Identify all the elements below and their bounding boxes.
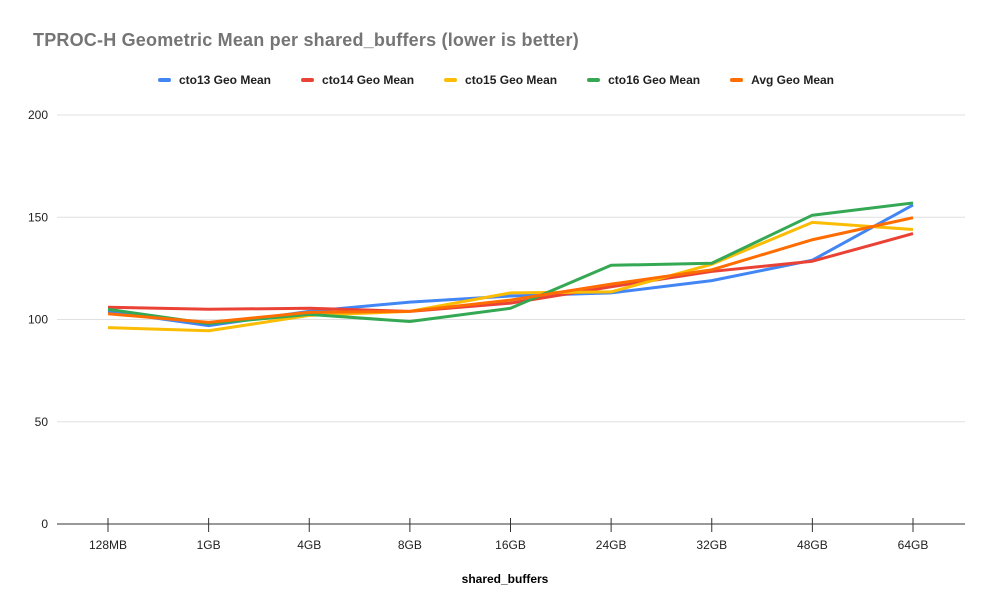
legend-swatch-icon <box>730 78 744 82</box>
y-tick-label: 150 <box>28 210 48 224</box>
legend-item-cto15-geo-mean: cto15 Geo Mean <box>444 73 557 87</box>
y-tick-label: 200 <box>28 108 48 122</box>
legend-swatch-icon <box>444 78 458 82</box>
chart-title: TPROC-H Geometric Mean per shared_buffer… <box>33 30 579 50</box>
legend-item-cto16-geo-mean: cto16 Geo Mean <box>587 73 700 87</box>
y-tick-label: 50 <box>35 415 49 429</box>
legend-item-cto13-geo-mean: cto13 Geo Mean <box>157 73 272 87</box>
series-line-avg-geo-mean <box>107 216 914 324</box>
legend-label: cto14 Geo Mean <box>322 73 415 87</box>
legend-label: cto16 Geo Mean <box>608 73 701 87</box>
legend-label: cto15 Geo Mean <box>465 73 558 87</box>
x-tick-label: 8GB <box>398 538 422 552</box>
legend-item-cto14-geo-mean: cto14 Geo Mean <box>301 73 414 87</box>
legend-label: cto13 Geo Mean <box>178 73 272 87</box>
legend-label: Avg Geo Mean <box>751 73 835 87</box>
series-line-cto14-geo-mean <box>107 232 914 313</box>
legend-item-avg-geo-mean: Avg Geo Mean <box>730 73 834 87</box>
x-tick-label: 1GB <box>197 538 221 552</box>
x-tick-label: 32GB <box>696 538 727 552</box>
y-tick-label: 100 <box>28 313 48 327</box>
legend-swatch-icon <box>301 78 315 82</box>
legend: cto13 Geo Mean cto14 Geo Mean cto15 Geo Me… <box>0 73 992 87</box>
y-tick-label: 0 <box>41 517 48 531</box>
series-line-cto15-geo-mean <box>107 220 914 333</box>
legend-swatch-icon <box>157 78 171 82</box>
x-tick-label: 48GB <box>797 538 828 552</box>
x-tick-label: 24GB <box>596 538 627 552</box>
x-axis-title: shared_buffers <box>462 572 549 586</box>
x-tick-label: 16GB <box>495 538 526 552</box>
legend-swatch-icon <box>587 78 601 82</box>
x-tick-label: 128MB <box>89 538 127 552</box>
x-tick-label: 4GB <box>297 538 321 552</box>
x-tick-label: 64GB <box>898 538 929 552</box>
